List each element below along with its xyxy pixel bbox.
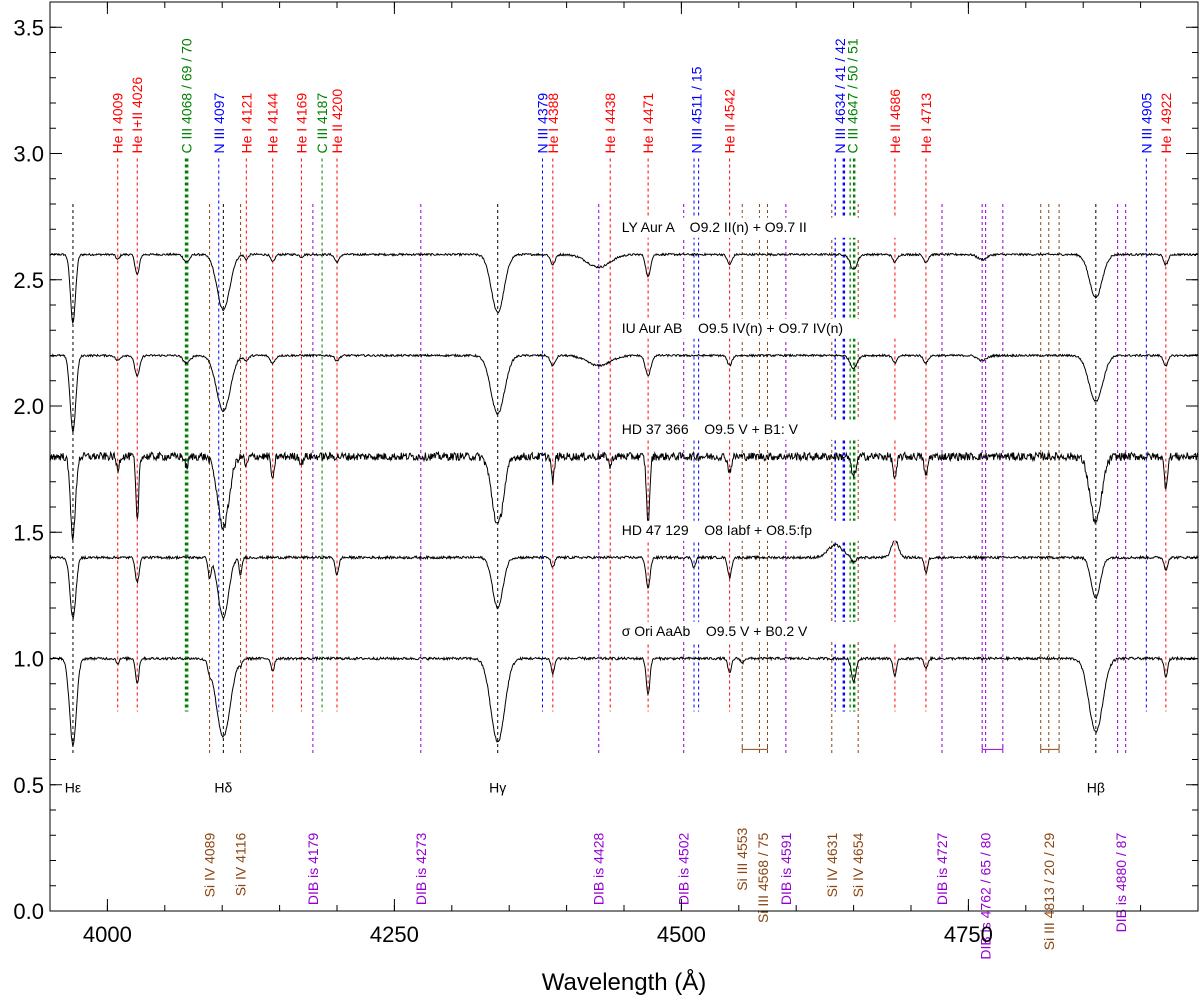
- line-label-top: He II 4542: [722, 89, 738, 154]
- line-label-top: C III 4068 / 69 / 70: [179, 38, 195, 153]
- line-label-top: N III 4905: [1138, 93, 1154, 154]
- spectrum-line: [49, 450, 1198, 541]
- line-label-bottom: Si IV 4631: [824, 833, 840, 898]
- line-label-top: He I+II 4026: [129, 77, 145, 154]
- line-label-bottom: DIB is 4762 / 65 / 80: [978, 833, 994, 960]
- spectrum-line: [49, 252, 1198, 325]
- line-label-top: He II 4200: [329, 89, 345, 154]
- spectrum-label: LY Aur A O9.2 II(n) + O9.7 II: [622, 219, 807, 235]
- line-label-bottom: Si III 4553: [734, 827, 750, 890]
- spectrum-line: [49, 655, 1198, 747]
- spectrum-label: HD 47 129 O8 Iabf + O8.5:fp: [622, 522, 812, 538]
- y-tick-label: 1.0: [13, 647, 44, 672]
- line-label-bottom: Si IV 4089: [202, 833, 218, 898]
- x-tick-label: 4750: [944, 922, 993, 947]
- x-tick-label: 4250: [370, 922, 419, 947]
- hydrogen-label: Hγ: [489, 779, 506, 795]
- spectrum-label-bg: [617, 318, 908, 339]
- x-tick-label: 4500: [657, 922, 706, 947]
- line-label-top: He I 4438: [602, 93, 618, 154]
- spectrum-label-bg: [617, 217, 908, 238]
- line-label-bottom: DIB is 4880 / 87: [1113, 833, 1129, 933]
- spectrum-line: [49, 537, 1198, 620]
- y-tick-label: 0.0: [13, 899, 44, 924]
- line-label-top: N III 4097: [211, 93, 227, 154]
- line-label-top: He I 4009: [110, 93, 126, 154]
- x-tick-label: 4000: [83, 922, 132, 947]
- spectrum-line: [49, 353, 1198, 433]
- line-label-top: C III 4187: [314, 93, 330, 154]
- spectrum-label-bg: [617, 520, 908, 541]
- line-label-bottom: Si III 4568 / 75: [755, 833, 771, 923]
- line-label-top: He I 4144: [265, 93, 281, 154]
- y-tick-label: 2.5: [13, 268, 44, 293]
- line-label-bottom: DIB is 4502: [676, 833, 692, 906]
- line-label-bottom: DIB is 4727: [934, 833, 950, 906]
- line-label-bottom: Si III 4813 / 20 / 29: [1041, 833, 1057, 951]
- spectrum-label: IU Aur AB O9.5 IV(n) + O9.7 IV(n): [622, 320, 843, 336]
- line-label-bottom: DIB is 4179: [305, 833, 321, 906]
- spectrum-label-bg: [617, 621, 908, 642]
- line-label-bottom: Si IV 4116: [233, 833, 249, 897]
- hydrogen-label: Hβ: [1087, 779, 1105, 795]
- line-label-top: He I 4471: [640, 93, 656, 154]
- line-label-bottom: DIB is 4591: [778, 833, 794, 906]
- hydrogen-label: Hε: [65, 779, 81, 795]
- line-label-top: He I 4121: [238, 93, 254, 154]
- line-label-top: He I 4922: [1158, 93, 1174, 154]
- y-tick-label: 2.0: [13, 394, 44, 419]
- line-label-top: N III 4634 / 41 / 42: [832, 38, 848, 153]
- line-label-top: N III 4379: [534, 93, 550, 154]
- line-label-top: C III 4647 / 50 / 51: [844, 38, 860, 153]
- line-label-bottom: DIB is 4273: [413, 833, 429, 906]
- line-label-top: He I 4713: [918, 93, 934, 154]
- line-label-bottom: Si IV 4654: [850, 833, 866, 898]
- spectrum-label-bg: [617, 419, 908, 440]
- line-label-top: He I 4169: [293, 93, 309, 154]
- y-tick-label: 1.5: [13, 520, 44, 545]
- y-tick-label: 3.0: [13, 142, 44, 167]
- hydrogen-label: Hδ: [214, 779, 232, 795]
- spectrum-label: HD 37 366 O9.5 V + B1: V: [622, 421, 799, 437]
- spectrum-label: σ Ori AaAb O9.5 V + B0.2 V: [622, 623, 808, 639]
- line-label-top: He II 4686: [887, 89, 903, 154]
- x-axis-label: Wavelength (Å): [542, 968, 707, 996]
- line-label-bottom: DIB is 4428: [591, 833, 607, 906]
- y-tick-label: 3.5: [13, 15, 44, 40]
- line-label-top: N III 4511 / 15: [688, 66, 704, 153]
- line-label-top: He I 4388: [545, 93, 561, 154]
- y-tick-label: 0.5: [13, 773, 44, 798]
